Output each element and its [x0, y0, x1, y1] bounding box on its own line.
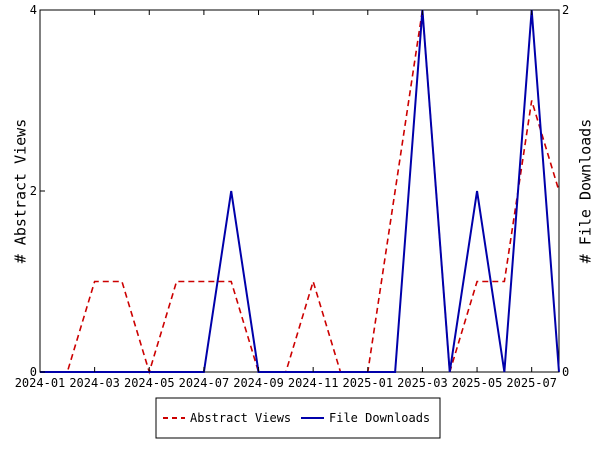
y-axis-right-label: # File Downloads: [577, 119, 595, 264]
x-tick-label: 2025-03: [397, 376, 448, 390]
legend-label-file-downloads: File Downloads: [329, 411, 430, 425]
legend-label-abstract-views: Abstract Views: [190, 411, 291, 425]
x-tick-label: 2024-01: [15, 376, 66, 390]
x-tick-label: 2025-07: [506, 376, 557, 390]
x-tick-label: 2024-09: [233, 376, 284, 390]
x-tick-label: 2024-07: [179, 376, 230, 390]
y-right-tick-label: 2: [562, 3, 569, 17]
x-tick-label: 2025-05: [452, 376, 503, 390]
legend: Abstract Views File Downloads: [156, 398, 440, 438]
y-left-tick-label: 0: [30, 365, 37, 379]
y-left-tick-label: 2: [30, 184, 37, 198]
x-tick-label: 2024-11: [288, 376, 339, 390]
x-tick-label: 2024-05: [124, 376, 175, 390]
x-tick-label: 2024-03: [69, 376, 120, 390]
y-right-tick-label: 0: [562, 365, 569, 379]
x-tick-label: 2025-01: [343, 376, 394, 390]
y-left-tick-label: 4: [30, 3, 37, 17]
y-axis-left-label: # Abstract Views: [12, 119, 30, 264]
